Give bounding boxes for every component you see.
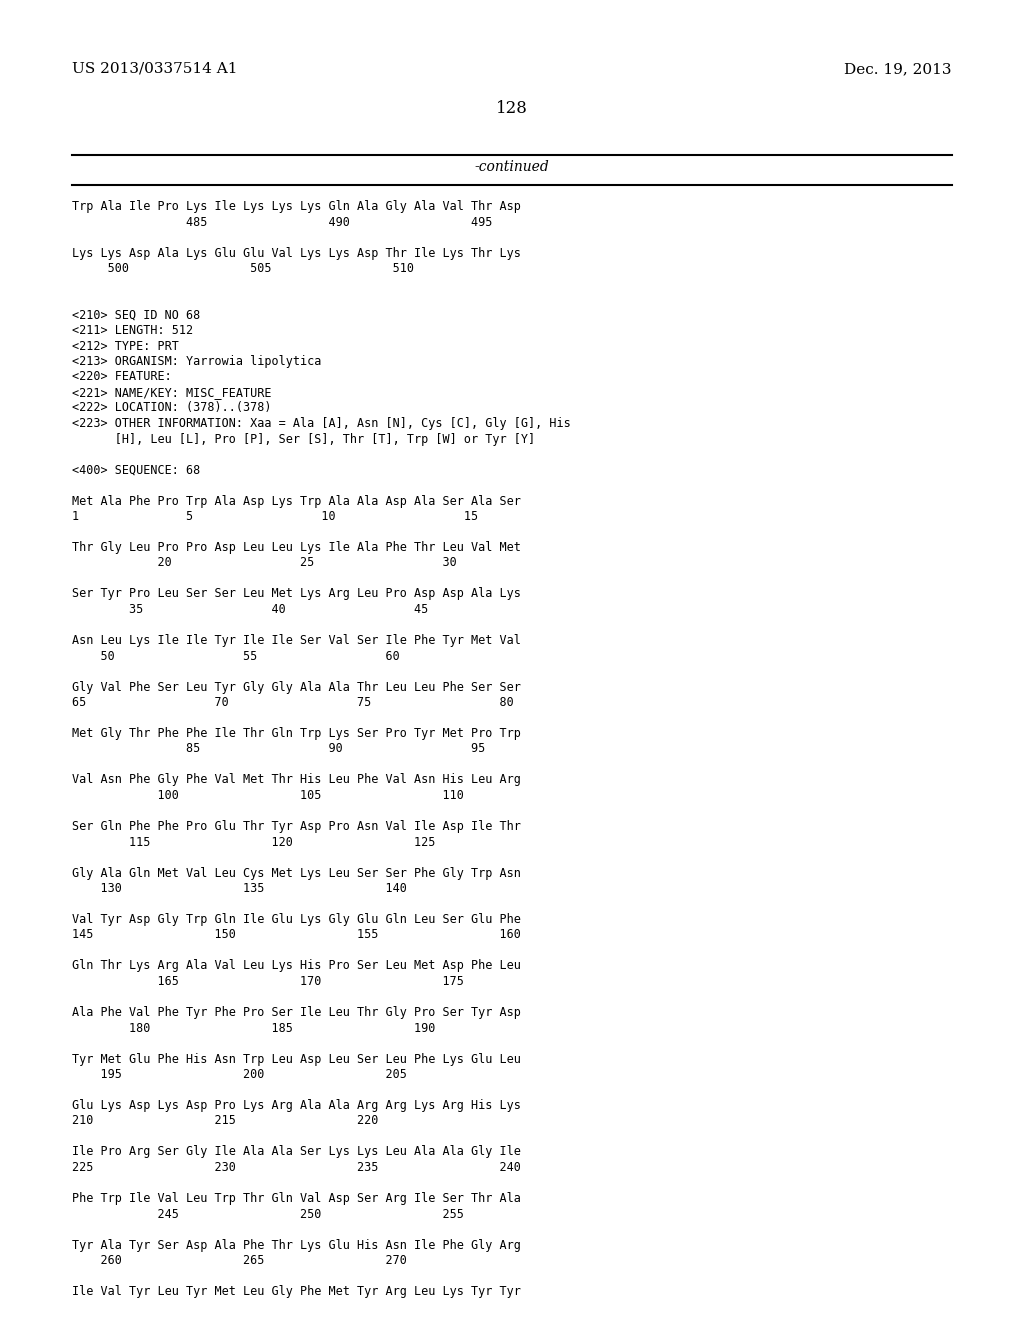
Text: 85                  90                  95: 85 90 95 [72, 742, 521, 755]
Text: <220> FEATURE:: <220> FEATURE: [72, 371, 172, 384]
Text: 260                 265                 270: 260 265 270 [72, 1254, 521, 1267]
Text: Gly Ala Gln Met Val Leu Cys Met Lys Leu Ser Ser Phe Gly Trp Asn: Gly Ala Gln Met Val Leu Cys Met Lys Leu … [72, 866, 521, 879]
Text: 210                 215                 220: 210 215 220 [72, 1114, 521, 1127]
Text: 195                 200                 205: 195 200 205 [72, 1068, 521, 1081]
Text: Ser Gln Phe Phe Pro Glu Thr Tyr Asp Pro Asn Val Ile Asp Ile Thr: Ser Gln Phe Phe Pro Glu Thr Tyr Asp Pro … [72, 820, 521, 833]
Text: <212> TYPE: PRT: <212> TYPE: PRT [72, 339, 179, 352]
Text: 115                 120                 125: 115 120 125 [72, 836, 521, 849]
Text: <210> SEQ ID NO 68: <210> SEQ ID NO 68 [72, 309, 201, 322]
Text: Val Tyr Asp Gly Trp Gln Ile Glu Lys Gly Glu Gln Leu Ser Glu Phe: Val Tyr Asp Gly Trp Gln Ile Glu Lys Gly … [72, 913, 521, 927]
Text: 100                 105                 110: 100 105 110 [72, 789, 521, 803]
Text: 500                 505                 510: 500 505 510 [72, 261, 521, 275]
Text: Val Asn Phe Gly Phe Val Met Thr His Leu Phe Val Asn His Leu Arg: Val Asn Phe Gly Phe Val Met Thr His Leu … [72, 774, 521, 787]
Text: 245                 250                 255: 245 250 255 [72, 1208, 521, 1221]
Text: Met Gly Thr Phe Phe Ile Thr Gln Trp Lys Ser Pro Tyr Met Pro Trp: Met Gly Thr Phe Phe Ile Thr Gln Trp Lys … [72, 727, 521, 741]
Text: Glu Lys Asp Lys Asp Pro Lys Arg Ala Ala Arg Arg Lys Arg His Lys: Glu Lys Asp Lys Asp Pro Lys Arg Ala Ala … [72, 1100, 521, 1111]
Text: 65                  70                  75                  80: 65 70 75 80 [72, 696, 528, 709]
Text: <211> LENGTH: 512: <211> LENGTH: 512 [72, 323, 194, 337]
Text: Tyr Met Glu Phe His Asn Trp Leu Asp Leu Ser Leu Phe Lys Glu Leu: Tyr Met Glu Phe His Asn Trp Leu Asp Leu … [72, 1052, 521, 1065]
Text: 128: 128 [496, 100, 528, 117]
Text: Asn Leu Lys Ile Ile Tyr Ile Ile Ser Val Ser Ile Phe Tyr Met Val: Asn Leu Lys Ile Ile Tyr Ile Ile Ser Val … [72, 634, 521, 647]
Text: <222> LOCATION: (378)..(378): <222> LOCATION: (378)..(378) [72, 401, 271, 414]
Text: Ile Val Tyr Leu Tyr Met Leu Gly Phe Met Tyr Arg Leu Lys Tyr Tyr: Ile Val Tyr Leu Tyr Met Leu Gly Phe Met … [72, 1284, 521, 1298]
Text: 165                 170                 175: 165 170 175 [72, 975, 521, 987]
Text: Tyr Ala Tyr Ser Asp Ala Phe Thr Lys Glu His Asn Ile Phe Gly Arg: Tyr Ala Tyr Ser Asp Ala Phe Thr Lys Glu … [72, 1238, 521, 1251]
Text: 35                  40                  45: 35 40 45 [72, 603, 521, 616]
Text: Lys Lys Asp Ala Lys Glu Glu Val Lys Lys Asp Thr Ile Lys Thr Lys: Lys Lys Asp Ala Lys Glu Glu Val Lys Lys … [72, 247, 521, 260]
Text: Phe Trp Ile Val Leu Trp Thr Gln Val Asp Ser Arg Ile Ser Thr Ala: Phe Trp Ile Val Leu Trp Thr Gln Val Asp … [72, 1192, 521, 1205]
Text: <400> SEQUENCE: 68: <400> SEQUENCE: 68 [72, 463, 201, 477]
Text: <223> OTHER INFORMATION: Xaa = Ala [A], Asn [N], Cys [C], Gly [G], His: <223> OTHER INFORMATION: Xaa = Ala [A], … [72, 417, 570, 430]
Text: 180                 185                 190: 180 185 190 [72, 1022, 521, 1035]
Text: Ser Tyr Pro Leu Ser Ser Leu Met Lys Arg Leu Pro Asp Asp Ala Lys: Ser Tyr Pro Leu Ser Ser Leu Met Lys Arg … [72, 587, 521, 601]
Text: Gly Val Phe Ser Leu Tyr Gly Gly Ala Ala Thr Leu Leu Phe Ser Ser: Gly Val Phe Ser Leu Tyr Gly Gly Ala Ala … [72, 681, 521, 693]
Text: 145                 150                 155                 160: 145 150 155 160 [72, 928, 528, 941]
Text: Met Ala Phe Pro Trp Ala Asp Lys Trp Ala Ala Asp Ala Ser Ala Ser: Met Ala Phe Pro Trp Ala Asp Lys Trp Ala … [72, 495, 521, 507]
Text: <213> ORGANISM: Yarrowia lipolytica: <213> ORGANISM: Yarrowia lipolytica [72, 355, 322, 368]
Text: [H], Leu [L], Pro [P], Ser [S], Thr [T], Trp [W] or Tyr [Y]: [H], Leu [L], Pro [P], Ser [S], Thr [T],… [72, 433, 536, 446]
Text: Ile Pro Arg Ser Gly Ile Ala Ala Ser Lys Lys Leu Ala Ala Gly Ile: Ile Pro Arg Ser Gly Ile Ala Ala Ser Lys … [72, 1146, 521, 1159]
Text: Ala Phe Val Phe Tyr Phe Pro Ser Ile Leu Thr Gly Pro Ser Tyr Asp: Ala Phe Val Phe Tyr Phe Pro Ser Ile Leu … [72, 1006, 521, 1019]
Text: 485                 490                 495: 485 490 495 [72, 215, 521, 228]
Text: 225                 230                 235                 240: 225 230 235 240 [72, 1162, 528, 1173]
Text: Trp Ala Ile Pro Lys Ile Lys Lys Lys Gln Ala Gly Ala Val Thr Asp: Trp Ala Ile Pro Lys Ile Lys Lys Lys Gln … [72, 201, 521, 213]
Text: US 2013/0337514 A1: US 2013/0337514 A1 [72, 62, 238, 77]
Text: 50                  55                  60: 50 55 60 [72, 649, 521, 663]
Text: 20                  25                  30: 20 25 30 [72, 557, 521, 569]
Text: Thr Gly Leu Pro Pro Asp Leu Leu Lys Ile Ala Phe Thr Leu Val Met: Thr Gly Leu Pro Pro Asp Leu Leu Lys Ile … [72, 541, 521, 554]
Text: <221> NAME/KEY: MISC_FEATURE: <221> NAME/KEY: MISC_FEATURE [72, 385, 271, 399]
Text: 1               5                  10                  15: 1 5 10 15 [72, 510, 521, 523]
Text: Gln Thr Lys Arg Ala Val Leu Lys His Pro Ser Leu Met Asp Phe Leu: Gln Thr Lys Arg Ala Val Leu Lys His Pro … [72, 960, 521, 973]
Text: Dec. 19, 2013: Dec. 19, 2013 [845, 62, 952, 77]
Text: 130                 135                 140: 130 135 140 [72, 882, 521, 895]
Text: -continued: -continued [475, 160, 549, 174]
